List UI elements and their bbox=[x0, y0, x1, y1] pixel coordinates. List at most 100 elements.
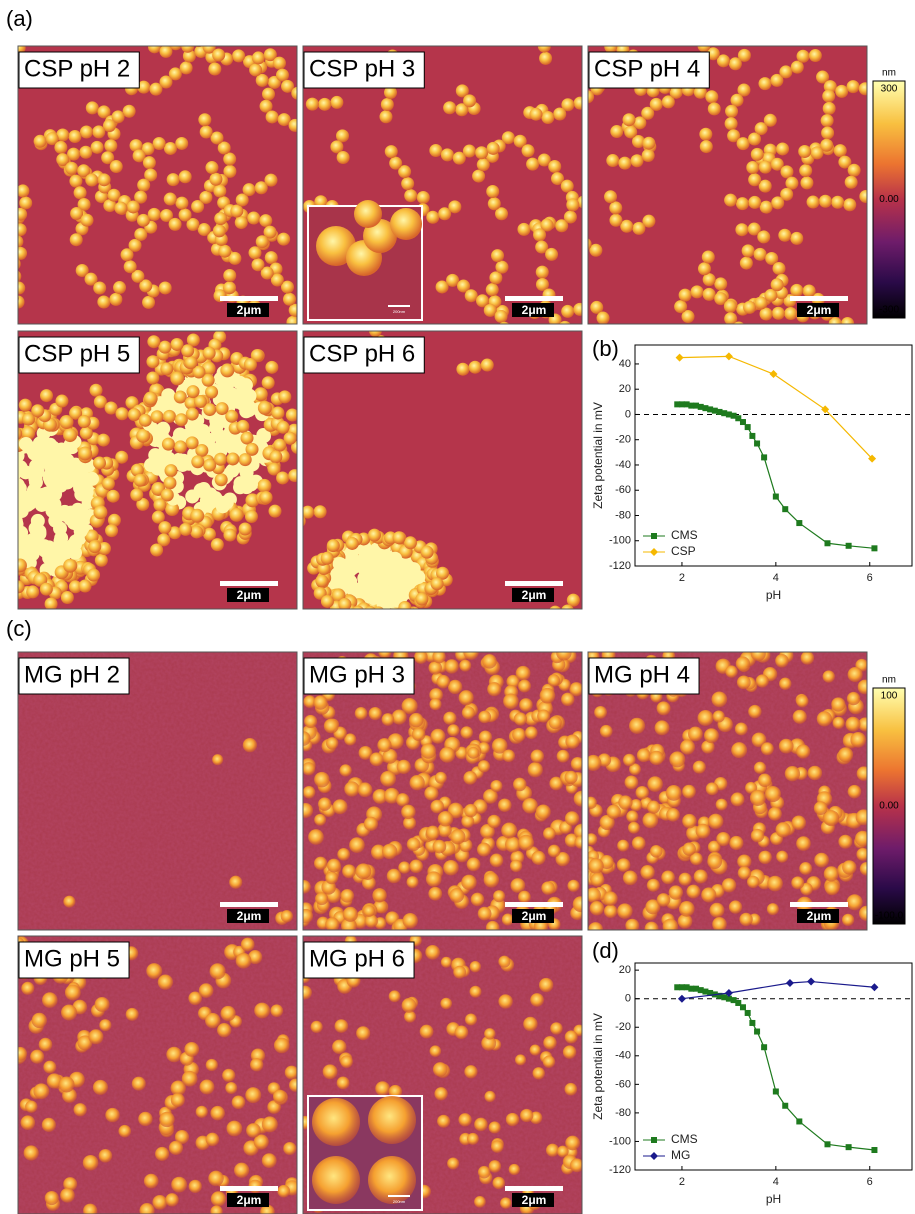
particle bbox=[620, 219, 634, 233]
particle bbox=[380, 97, 394, 111]
particle bbox=[263, 225, 277, 239]
particle bbox=[688, 726, 703, 742]
particle bbox=[531, 850, 546, 865]
panel-label: (a) bbox=[6, 6, 33, 31]
particle bbox=[148, 46, 162, 54]
particle bbox=[165, 1193, 179, 1207]
particle bbox=[92, 1079, 108, 1095]
particle bbox=[440, 997, 453, 1010]
particle bbox=[567, 879, 580, 892]
particle bbox=[462, 144, 476, 158]
particle bbox=[833, 144, 847, 158]
particle bbox=[477, 906, 492, 921]
particle bbox=[92, 125, 106, 139]
particle bbox=[54, 140, 68, 154]
particle bbox=[750, 147, 764, 161]
particle bbox=[498, 994, 513, 1009]
particle bbox=[513, 777, 527, 792]
particle bbox=[303, 695, 317, 709]
y-tick-label: -80 bbox=[615, 1107, 631, 1119]
particle bbox=[85, 173, 99, 187]
particle bbox=[157, 974, 174, 990]
particle bbox=[495, 260, 509, 274]
scale-bar bbox=[505, 902, 563, 907]
particle bbox=[305, 97, 319, 111]
image-label-box bbox=[303, 941, 415, 979]
particle bbox=[420, 545, 434, 559]
particle bbox=[226, 452, 240, 466]
particle bbox=[214, 452, 228, 466]
particle bbox=[43, 467, 58, 482]
particle bbox=[18, 525, 21, 536]
particle bbox=[432, 839, 447, 854]
particle bbox=[572, 896, 582, 913]
particle bbox=[622, 870, 638, 886]
particle bbox=[97, 542, 111, 556]
particle bbox=[181, 344, 195, 358]
particle bbox=[162, 409, 176, 423]
particle bbox=[96, 433, 110, 447]
particle bbox=[610, 125, 624, 139]
particle bbox=[693, 869, 708, 884]
particle bbox=[617, 903, 633, 919]
particle bbox=[336, 150, 350, 164]
particle bbox=[483, 303, 497, 317]
particle bbox=[315, 574, 329, 588]
marker bbox=[677, 994, 686, 1003]
particle bbox=[629, 799, 643, 812]
particle bbox=[131, 1076, 146, 1091]
particle bbox=[624, 125, 638, 139]
scale-label: 2μm bbox=[237, 909, 262, 923]
particle bbox=[134, 227, 148, 241]
particle bbox=[137, 80, 151, 94]
particle bbox=[728, 57, 742, 71]
particle bbox=[46, 1073, 62, 1089]
particle bbox=[53, 445, 68, 460]
particle bbox=[603, 904, 618, 918]
particle bbox=[679, 739, 696, 755]
particle bbox=[573, 790, 582, 807]
particle bbox=[277, 1184, 291, 1198]
particle bbox=[257, 478, 272, 493]
particle bbox=[398, 165, 412, 179]
particle bbox=[515, 1054, 527, 1066]
scale-label: 2μm bbox=[522, 588, 547, 602]
marker bbox=[675, 353, 684, 362]
particle bbox=[697, 46, 711, 53]
particle bbox=[440, 148, 454, 162]
particle bbox=[739, 256, 753, 270]
scale-label-box bbox=[227, 303, 269, 317]
particle bbox=[757, 773, 772, 788]
marker bbox=[688, 985, 695, 992]
particle bbox=[796, 49, 810, 63]
particle bbox=[184, 1042, 200, 1057]
particle bbox=[363, 816, 379, 831]
particle bbox=[84, 471, 99, 486]
particle bbox=[561, 304, 575, 318]
particle bbox=[277, 232, 291, 246]
particle bbox=[342, 864, 357, 879]
particle bbox=[735, 197, 749, 211]
particle bbox=[0, 519, 4, 533]
particle bbox=[753, 247, 767, 261]
scale-label-box bbox=[512, 1193, 554, 1207]
particle bbox=[802, 284, 816, 298]
particle bbox=[247, 211, 261, 225]
particle bbox=[2, 462, 16, 476]
marker bbox=[744, 424, 751, 431]
particle bbox=[199, 1079, 215, 1095]
particle bbox=[529, 107, 543, 121]
particle bbox=[714, 292, 728, 306]
particle bbox=[232, 49, 246, 63]
particle bbox=[361, 611, 374, 624]
particle bbox=[317, 797, 332, 811]
particle bbox=[463, 770, 478, 785]
particle bbox=[508, 1163, 520, 1176]
marker bbox=[716, 992, 723, 999]
particle bbox=[142, 156, 156, 170]
marker bbox=[707, 989, 714, 996]
particle bbox=[18, 580, 25, 594]
particle bbox=[750, 652, 766, 662]
particle bbox=[65, 161, 79, 175]
particle bbox=[780, 187, 794, 201]
